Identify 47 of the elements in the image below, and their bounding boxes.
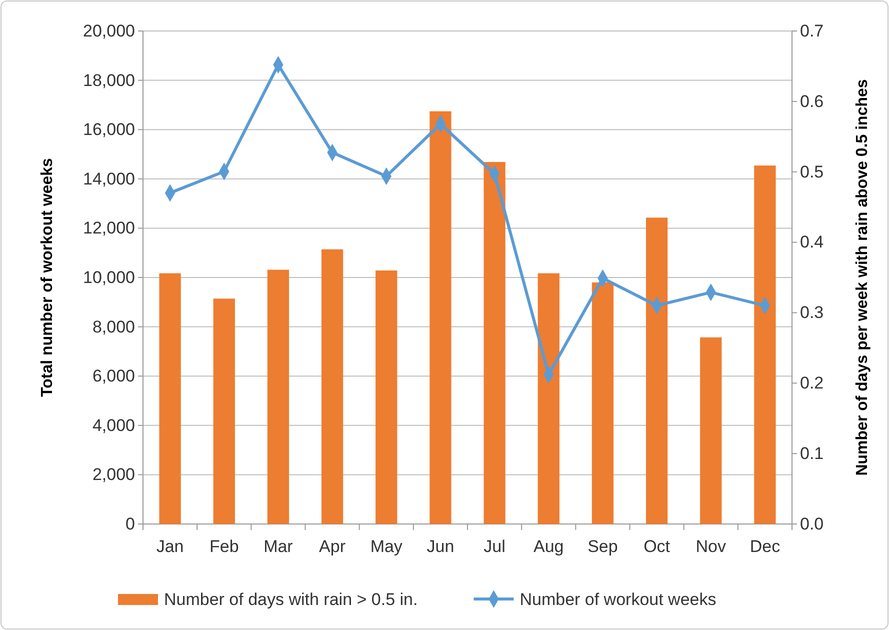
bar	[376, 270, 398, 524]
y-tick-label: 4,000	[92, 416, 135, 435]
y-tick-label: 16,000	[83, 120, 135, 140]
y-axis-title: Total number of workout weeks	[39, 158, 56, 397]
bar	[592, 282, 614, 524]
bar	[538, 273, 560, 524]
y2-tick-label: 0.7	[800, 21, 824, 40]
x-tick-label: Jan	[156, 537, 184, 556]
y-tick-label: 10,000	[83, 268, 135, 287]
y-tick-label: 14,000	[83, 169, 135, 188]
bar	[159, 273, 181, 524]
y-tick-label: 6,000	[92, 366, 135, 386]
bar	[267, 270, 290, 524]
bar	[484, 162, 506, 524]
x-tick-label: Mar	[264, 537, 294, 556]
bar	[213, 298, 235, 524]
legend-label: Number of workout weeks	[520, 590, 716, 609]
y2-tick-label: 0.3	[800, 303, 824, 322]
bar	[321, 249, 344, 524]
y-tick-label: 20,000	[83, 21, 135, 40]
y-tick-label: 18,000	[83, 70, 135, 90]
x-tick-label: Oct	[644, 537, 670, 556]
x-tick-label: Apr	[319, 537, 346, 556]
bar	[430, 111, 452, 524]
y2-tick-label: 0.4	[800, 232, 824, 252]
y2-tick-label: 0.1	[800, 444, 824, 464]
bar	[754, 166, 776, 524]
x-tick-label: Sep	[588, 537, 618, 556]
y2-tick-label: 0.5	[800, 162, 824, 182]
x-tick-label: Jul	[484, 537, 506, 556]
legend-label: Number of days with rain > 0.5 in.	[164, 590, 418, 609]
y2-tick-label: 0.6	[800, 92, 824, 111]
y2-tick-label: 0.2	[800, 374, 824, 393]
x-tick-label: May	[370, 537, 403, 556]
y-tick-label: 2,000	[92, 465, 135, 484]
bar	[646, 218, 668, 524]
bar	[700, 337, 722, 524]
y-tick-label: 12,000	[83, 218, 135, 238]
x-tick-label: Nov	[696, 537, 726, 556]
y-tick-label: 0	[126, 514, 135, 534]
x-tick-label: Jun	[426, 537, 454, 556]
y2-axis-title: Number of days per week with rain above 0.5 inches	[854, 79, 871, 476]
y2-tick-label: 0.0	[800, 514, 824, 534]
y-tick-label: 8,000	[92, 317, 135, 336]
x-tick-label: Aug	[534, 537, 564, 556]
x-tick-label: Dec	[750, 537, 781, 556]
x-tick-label: Feb	[209, 537, 239, 556]
